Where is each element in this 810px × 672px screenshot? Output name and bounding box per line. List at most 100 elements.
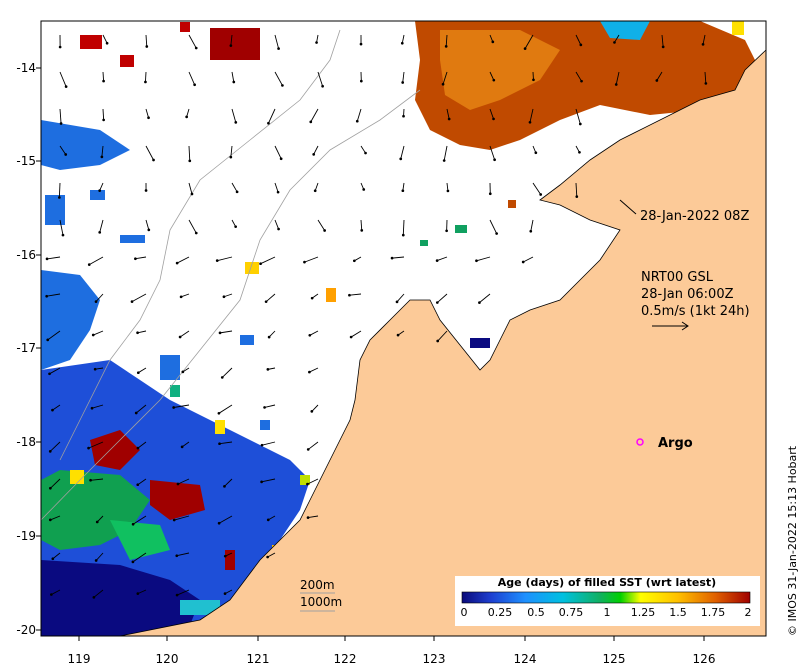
current-arrow <box>135 256 147 260</box>
current-arrow-head <box>61 233 65 237</box>
current-arrow-head <box>579 43 583 47</box>
current-arrow <box>145 108 149 118</box>
current-arrow-head <box>355 119 359 123</box>
current-arrow <box>261 441 276 446</box>
current-arrow <box>89 256 104 265</box>
current-arrow <box>49 441 61 452</box>
lat-tick: -20 <box>16 623 36 637</box>
current-arrow <box>176 256 190 264</box>
timestamp-label: 28-Jan-2022 08Z <box>640 209 749 224</box>
current-arrow <box>522 256 534 263</box>
current-arrow-head <box>172 406 176 409</box>
current-arrow <box>532 182 542 195</box>
current-arrow <box>261 478 276 483</box>
current-arrow-head <box>532 78 535 82</box>
current-arrow <box>180 293 190 298</box>
current-arrow-head <box>435 301 439 304</box>
current-arrow-head <box>136 331 139 335</box>
current-arrow <box>145 219 150 230</box>
current-arrow-head <box>492 117 495 121</box>
current-arrow-head <box>223 484 226 488</box>
current-arrow <box>575 71 582 82</box>
current-arrow-head <box>276 190 280 194</box>
argo-marker <box>636 438 644 446</box>
argo-label: Argo <box>658 436 693 451</box>
current-arrow-head <box>94 559 98 562</box>
current-arrow-head <box>232 80 236 84</box>
current-arrow <box>188 71 196 85</box>
current-arrow-head <box>98 189 102 192</box>
current-arrow-head <box>94 300 98 303</box>
current-arrow-head <box>266 555 269 559</box>
current-arrow-head <box>102 79 105 83</box>
current-arrow-head <box>528 120 532 124</box>
current-arrow-head <box>446 189 450 193</box>
current-arrow-head <box>308 370 311 374</box>
current-arrow-head <box>223 554 227 558</box>
current-arrow-head <box>64 153 68 156</box>
current-arrow <box>95 293 104 302</box>
current-arrow-head <box>136 592 140 595</box>
current-arrow <box>219 330 233 334</box>
current-arrow <box>309 330 319 336</box>
current-arrow <box>46 256 61 260</box>
current-arrow-head <box>59 122 63 125</box>
current-arrow-head <box>614 83 618 86</box>
current-arrow-head <box>313 189 317 193</box>
scale-arrow-icon <box>652 321 689 331</box>
current-arrow <box>52 404 61 411</box>
current-arrow-head <box>475 259 478 263</box>
current-arrow <box>218 404 233 414</box>
current-arrow-head <box>321 84 324 88</box>
current-arrow-head <box>266 518 270 522</box>
current-arrow <box>307 515 319 519</box>
isobaths <box>41 29 421 521</box>
current-arrow <box>702 34 706 45</box>
current-arrow-head <box>98 230 102 234</box>
current-arrow <box>132 552 147 563</box>
current-arrow-head <box>234 121 238 124</box>
current-arrow <box>575 34 582 46</box>
current-arrow-head <box>92 595 96 599</box>
current-arrow <box>402 219 405 236</box>
current-arrow-head <box>95 520 99 524</box>
current-arrow <box>179 330 190 338</box>
current-arrow <box>188 182 193 195</box>
current-arrow <box>177 478 190 485</box>
current-arrow-head <box>399 157 403 161</box>
current-arrow-head <box>51 557 55 561</box>
current-arrow-head <box>267 335 271 339</box>
current-arrow-head <box>185 115 188 119</box>
current-arrow <box>436 256 448 262</box>
current-arrow-head <box>152 158 155 162</box>
current-arrow <box>313 145 319 155</box>
current-arrow-head <box>48 450 52 453</box>
current-arrow-head <box>134 411 138 415</box>
current-arrow <box>137 478 147 486</box>
current-arrow-head <box>259 262 262 266</box>
current-arrow-head <box>130 300 134 303</box>
current-arrow <box>615 71 620 85</box>
current-arrow <box>91 404 104 409</box>
current-arrow-head <box>396 333 400 337</box>
current-arrow <box>132 515 147 525</box>
current-arrow <box>231 71 235 83</box>
current-arrow <box>360 145 366 154</box>
current-arrow <box>317 71 324 87</box>
current-arrow-head <box>359 42 363 46</box>
current-arrow <box>307 478 319 485</box>
current-arrow <box>314 182 319 191</box>
lat-tick: -16 <box>16 248 36 262</box>
current-arrow-head <box>436 339 440 343</box>
current-arrow <box>218 515 233 524</box>
current-arrow-head <box>48 372 51 376</box>
current-arrow <box>230 34 233 46</box>
current-arrow-head <box>309 120 313 124</box>
current-arrow-head <box>87 446 90 450</box>
current-arrow-head <box>223 592 227 595</box>
lon-tick: 124 <box>514 652 537 666</box>
current-arrow <box>131 293 147 302</box>
current-arrow <box>59 219 64 236</box>
current-arrow <box>445 34 448 47</box>
current-arrow-head <box>400 41 404 45</box>
